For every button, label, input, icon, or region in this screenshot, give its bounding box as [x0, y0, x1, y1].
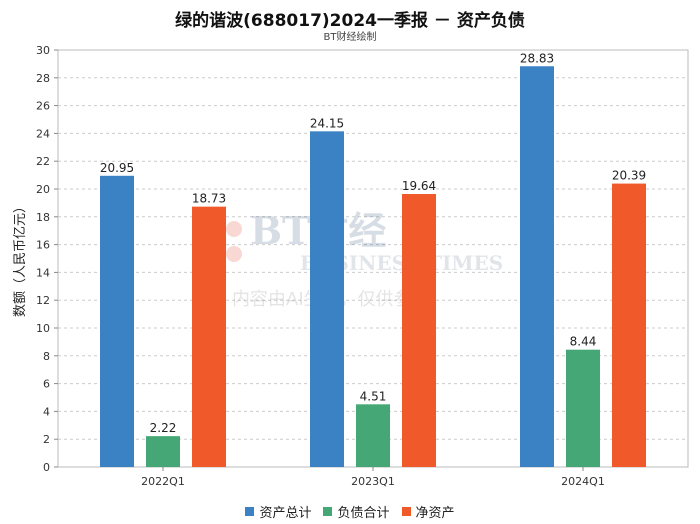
y-tick-label: 0: [43, 461, 50, 474]
y-tick-label: 6: [43, 378, 50, 391]
y-axis-label: 数额（人民币亿元）: [13, 200, 28, 317]
data-label: 8.44: [570, 335, 597, 349]
data-label: 28.83: [520, 51, 554, 65]
legend-item: 资产总计: [245, 502, 311, 521]
bar: [356, 404, 390, 467]
y-tick-label: 28: [36, 72, 50, 85]
y-tick-label: 20: [36, 183, 50, 196]
bar: [100, 175, 134, 468]
data-label: 20.95: [100, 161, 134, 175]
bar: [520, 66, 554, 467]
legend-swatch: [245, 507, 255, 516]
bar: [146, 436, 180, 467]
bar: [310, 131, 344, 467]
y-tick-label: 16: [36, 239, 50, 252]
y-tick-label: 14: [36, 266, 50, 279]
y-tick-label: 2: [43, 433, 50, 446]
chart-legend: 资产总计 负债合计 净资产: [0, 502, 700, 521]
legend-label: 资产总计: [259, 506, 312, 521]
data-label: 2.22: [150, 421, 177, 435]
bar: [402, 194, 436, 467]
y-tick-label: 26: [36, 100, 50, 113]
watermark: BT财经 BUSINESS TIMES 内容由AI生成，仅供参考: [207, 208, 503, 310]
bar: [192, 206, 226, 467]
axis-layer: 024681012141618202224262830数额（人民币亿元）2022…: [13, 44, 605, 488]
watermark-dot-mark: [226, 246, 242, 262]
y-tick-label: 12: [36, 294, 50, 307]
data-label: 19.64: [402, 179, 436, 193]
watermark-dot-mark: [226, 221, 242, 237]
data-label: 20.39: [612, 169, 646, 183]
legend-label: 净资产: [415, 506, 455, 521]
chart-subtitle: BT财经绘制: [323, 32, 377, 43]
legend-swatch: [401, 507, 411, 516]
y-tick-label: 10: [36, 322, 50, 335]
data-label: 24.15: [310, 116, 344, 130]
bar: [612, 183, 646, 468]
y-tick-label: 24: [36, 127, 50, 140]
bars-layer: 20.95 2.22 18.73 24.15 4.51 19.64 28.83 8.44 20.…: [100, 51, 646, 468]
y-tick-label: 30: [36, 44, 50, 57]
data-label: 18.73: [192, 192, 226, 206]
bar: [566, 349, 600, 467]
x-tick-label: 2022Q1: [141, 475, 185, 488]
y-tick-label: 22: [36, 155, 50, 168]
y-tick-label: 18: [36, 211, 50, 224]
x-tick-label: 2023Q1: [351, 475, 395, 488]
y-tick-label: 4: [43, 405, 50, 418]
data-label: 4.51: [360, 389, 387, 403]
y-tick-label: 8: [43, 350, 50, 363]
chart-title: 绿的谐波(688017)2024一季报 － 资产负债: [175, 11, 525, 31]
legend-swatch: [323, 507, 333, 516]
legend-item: 负债合计: [323, 502, 390, 521]
legend-item: 净资产: [401, 502, 455, 521]
legend-label: 负债合计: [337, 506, 390, 521]
x-tick-label: 2024Q1: [561, 475, 605, 488]
